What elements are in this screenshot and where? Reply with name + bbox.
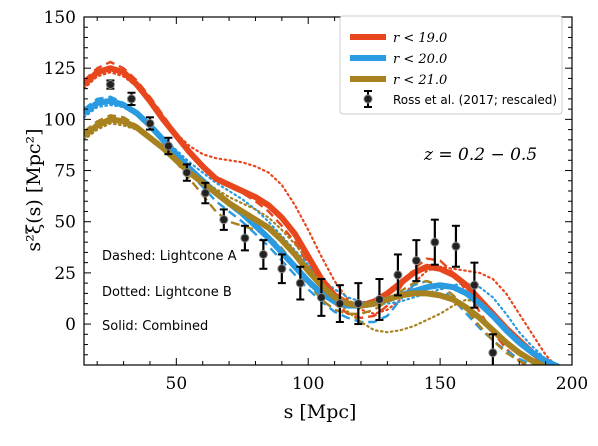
data-point — [145, 116, 155, 131]
data-marker — [469, 280, 479, 290]
data-point — [182, 163, 192, 182]
data-marker — [316, 292, 326, 302]
data-marker — [163, 141, 173, 151]
data-point — [277, 253, 287, 285]
legend-label-data: Ross et al. (2017; rescaled) — [393, 93, 557, 107]
series-r19-lightcone-b — [84, 71, 557, 365]
data-marker — [451, 241, 461, 251]
data-point — [469, 261, 479, 309]
data-point — [105, 79, 115, 90]
data-point — [295, 265, 305, 301]
data-point — [411, 239, 421, 283]
data-marker — [374, 294, 384, 304]
y-tick-label: 0 — [65, 315, 76, 335]
x-tick-label: 150 — [424, 374, 456, 394]
data-point — [126, 91, 136, 107]
note-dashed: Dashed: Lightcone A — [102, 249, 237, 264]
y-tick-label: 100 — [44, 110, 76, 130]
legend-box — [339, 15, 563, 115]
data-marker — [219, 215, 229, 225]
note-dotted: Dotted: Lightcone B — [102, 285, 232, 300]
data-marker — [277, 264, 287, 274]
data-marker — [200, 188, 210, 198]
series-r21-lightcone-a — [84, 114, 531, 365]
y-tick-label: 50 — [54, 213, 76, 233]
data-point — [200, 181, 210, 205]
y-tick-label: 125 — [44, 59, 76, 79]
legend-label-r19: r < 19.0 — [393, 31, 447, 46]
data-marker — [488, 348, 498, 358]
data-points-group — [105, 79, 498, 365]
legend: r < 19.0 r < 20.0 r < 21.0 Ross et al. (… — [339, 15, 563, 115]
data-marker — [335, 299, 345, 309]
x-tick-label: 50 — [166, 374, 188, 394]
y-tick-label: 25 — [54, 264, 76, 284]
data-point — [316, 278, 326, 317]
data-point — [488, 333, 498, 365]
x-axis-label: s [Mpc] — [284, 401, 357, 423]
data-point — [240, 224, 250, 252]
data-marker — [353, 299, 363, 309]
data-point — [163, 136, 173, 156]
data-point — [258, 239, 268, 270]
legend-label-r20: r < 20.0 — [393, 52, 447, 67]
data-marker — [126, 94, 136, 104]
redshift-annotation: z = 0.2 − 0.5 — [423, 145, 537, 165]
y-tick-label: 75 — [54, 162, 76, 182]
legend-label-r21: r < 21.0 — [393, 73, 447, 88]
data-point — [335, 284, 345, 324]
y-axis-label: s²ξ(s) [Mpc²] — [23, 128, 45, 251]
data-marker — [145, 118, 155, 128]
data-marker — [105, 80, 115, 90]
data-marker — [295, 278, 305, 288]
legend-marker-data — [363, 90, 373, 108]
data-marker — [258, 249, 268, 259]
data-point — [219, 208, 229, 231]
note-solid: Solid: Combined — [102, 319, 208, 334]
data-marker — [182, 168, 192, 178]
data-point — [393, 253, 403, 297]
data-point — [374, 278, 384, 321]
axes-group: 50 100 150 200 0 25 50 75 100 125 150 — [44, 8, 589, 394]
data-point — [430, 218, 440, 266]
data-point — [353, 282, 363, 326]
data-marker — [430, 237, 440, 247]
data-marker — [411, 256, 421, 266]
data-point — [451, 224, 461, 268]
data-marker — [240, 233, 250, 243]
y-tick-label: 150 — [44, 8, 76, 28]
x-tick-label: 200 — [556, 374, 588, 394]
x-tick-label: 100 — [292, 374, 324, 394]
data-marker — [393, 270, 403, 280]
